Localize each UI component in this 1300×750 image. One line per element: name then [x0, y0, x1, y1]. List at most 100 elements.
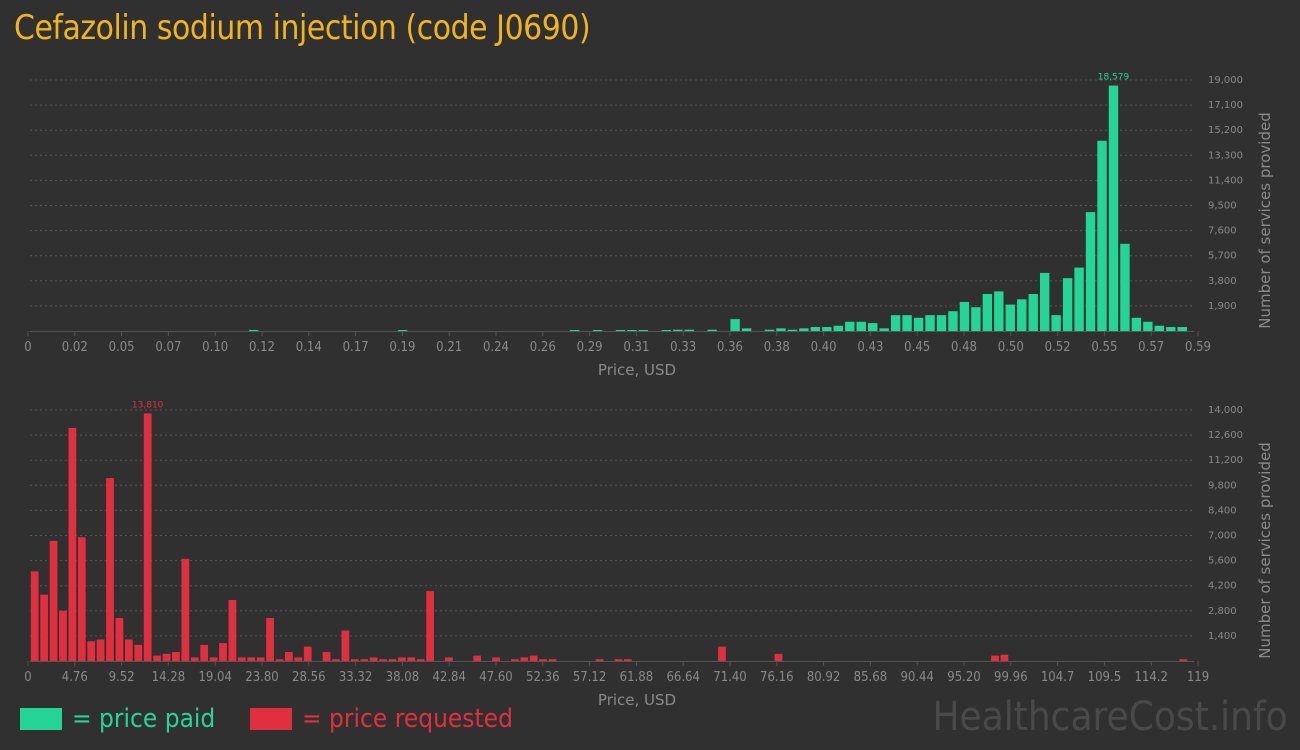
bar — [256, 657, 265, 661]
bar — [87, 641, 96, 661]
bar — [124, 639, 133, 661]
bar — [902, 315, 912, 331]
x-tick-label: 0.33 — [670, 340, 696, 355]
x-tick-label: 28.56 — [292, 670, 325, 685]
y-axis-label: Number of services provided — [1256, 112, 1274, 328]
x-tick-label: 0.07 — [155, 340, 181, 355]
x-tick-label: 90.44 — [900, 670, 933, 685]
bar — [879, 328, 889, 331]
bar — [971, 307, 981, 331]
x-tick-label: 0.21 — [436, 340, 462, 355]
bar — [627, 330, 637, 331]
y-tick-label: 19,000 — [1208, 75, 1243, 86]
x-tick-label: 0.55 — [1091, 340, 1117, 355]
bar — [592, 330, 603, 331]
y-tick-label: 7,000 — [1208, 531, 1237, 542]
y-tick-label: 3,800 — [1208, 276, 1237, 287]
bar — [925, 315, 935, 331]
bar — [764, 329, 775, 331]
x-tick-label: 38.08 — [386, 670, 419, 685]
x-tick-label: 0.24 — [483, 340, 509, 355]
bar — [172, 652, 180, 661]
x-tick-label: 0.31 — [623, 340, 649, 355]
x-tick-label: 0.48 — [951, 340, 977, 355]
bar — [30, 571, 39, 661]
bar — [369, 657, 378, 661]
bar — [1005, 304, 1015, 331]
bar — [1179, 659, 1188, 661]
bar — [49, 540, 58, 661]
price-requested-chart: 1,400 2,800 4,200 5,600 7,000 8,400 9,800 11,20… — [24, 400, 1274, 709]
bar — [913, 317, 924, 331]
bar — [106, 478, 114, 661]
x-tick-label: 0.59 — [1185, 340, 1211, 355]
bar — [134, 644, 143, 661]
bar — [266, 617, 274, 661]
x-tick-label: 0.12 — [249, 340, 275, 355]
bar — [890, 315, 901, 331]
y-tick-label: 12,600 — [1208, 430, 1243, 441]
peak-value-label: 13,810 — [132, 400, 164, 410]
bar — [614, 659, 623, 661]
x-tick-label: 14.28 — [152, 670, 185, 685]
y-tick-label: 9,800 — [1208, 480, 1237, 491]
bar — [388, 659, 397, 661]
bar — [341, 630, 350, 661]
bar — [407, 657, 416, 661]
bar — [868, 323, 878, 331]
page-title: Cefazolin sodium injection (code J0690) — [14, 8, 591, 48]
x-tick-label: 76.16 — [760, 670, 793, 685]
bar — [718, 646, 726, 661]
bar — [948, 311, 958, 331]
x-tick-label: 52.36 — [526, 670, 559, 685]
bar — [548, 659, 557, 661]
bar — [623, 659, 632, 661]
bar — [426, 591, 434, 661]
x-tick-label: 99.96 — [994, 670, 1027, 685]
bar — [741, 328, 752, 331]
bar — [529, 655, 538, 661]
x-tick-label: 0 — [24, 670, 31, 685]
y-tick-label: 14,000 — [1208, 405, 1243, 416]
bar — [228, 600, 237, 661]
y-tick-label: 1,400 — [1208, 631, 1237, 642]
x-tick-label: 4.76 — [62, 670, 88, 685]
bar — [776, 328, 786, 331]
x-tick-label: 85.68 — [854, 670, 887, 685]
x-tick-label: 0.17 — [343, 340, 369, 355]
y-tick-label: 13,300 — [1208, 150, 1243, 161]
bar — [219, 643, 227, 661]
legend-label-paid: = price paid — [72, 704, 216, 734]
y-tick-label: 5,700 — [1208, 251, 1237, 262]
x-tick-label: 71.40 — [713, 670, 746, 685]
x-tick-label: 0.57 — [1138, 340, 1164, 355]
bar — [360, 659, 369, 661]
bar — [856, 321, 866, 331]
bar — [822, 327, 832, 331]
bar — [810, 327, 821, 331]
bar — [1143, 321, 1153, 331]
bar — [115, 617, 124, 661]
x-tick-label: 0.05 — [109, 340, 135, 355]
x-tick-label: 80.92 — [807, 670, 840, 685]
bar — [774, 653, 783, 661]
bar — [661, 330, 672, 331]
y-axis-label: Number of services provided — [1256, 442, 1274, 658]
y-tick-label: 2,800 — [1208, 606, 1237, 617]
bar — [1017, 299, 1027, 331]
bar — [190, 657, 199, 661]
x-tick-label: 0.19 — [389, 340, 415, 355]
bar — [1108, 85, 1119, 331]
bar — [1028, 294, 1038, 331]
bar — [398, 657, 406, 661]
bar — [143, 413, 152, 661]
legend-label-requested: = price requested — [302, 704, 513, 734]
bar — [416, 659, 425, 661]
bar — [275, 659, 284, 661]
bar — [1085, 212, 1096, 331]
bar — [982, 294, 993, 331]
bar — [959, 301, 970, 331]
bar — [40, 594, 48, 661]
bar — [991, 655, 999, 661]
bar — [162, 653, 171, 661]
